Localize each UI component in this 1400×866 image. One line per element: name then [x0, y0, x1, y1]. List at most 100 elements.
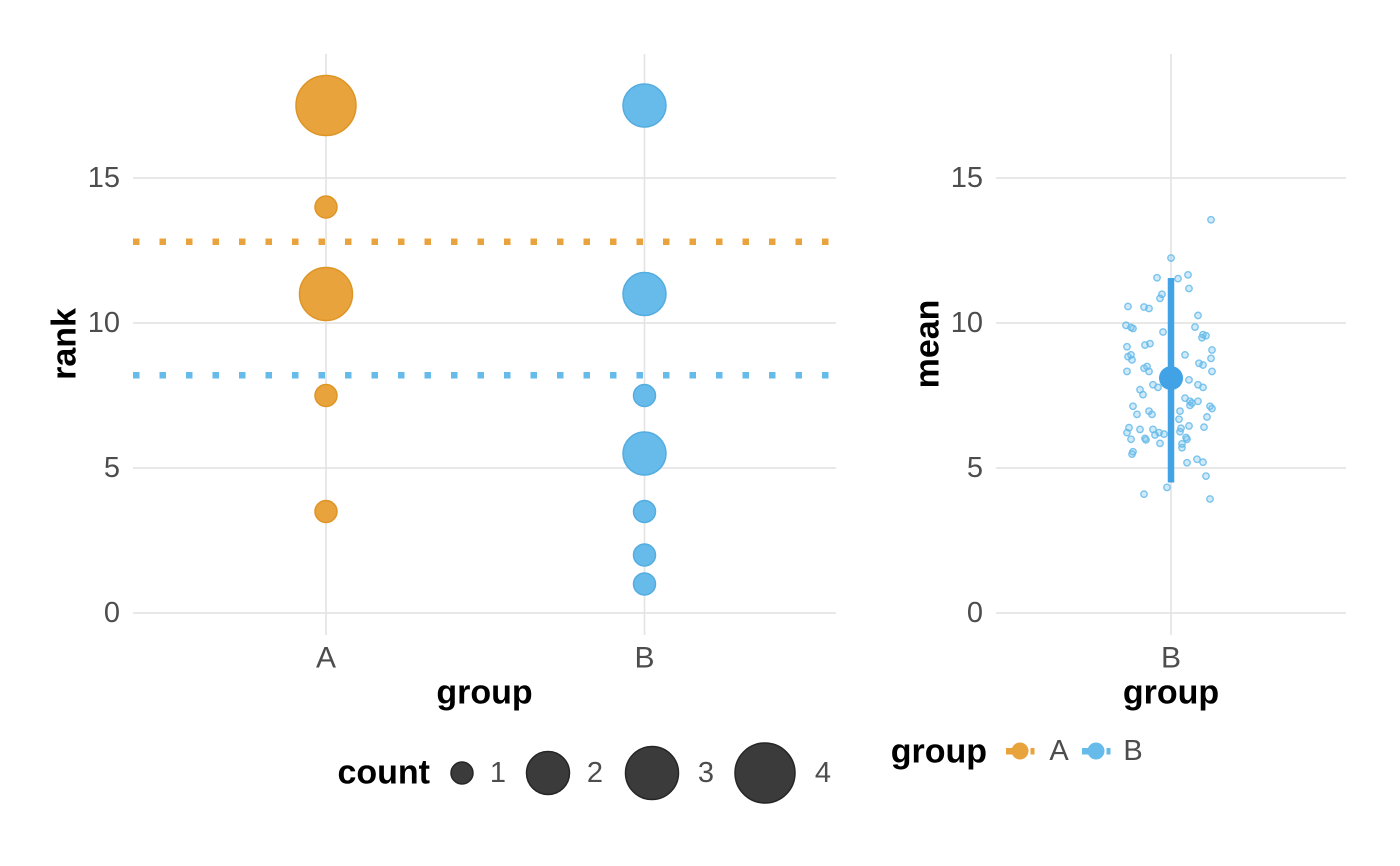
- jitter-point: [1123, 367, 1131, 376]
- mean-point: [1159, 366, 1183, 391]
- size-legend-key-2: [525, 750, 571, 796]
- jitter-point: [1156, 439, 1164, 448]
- y-tick-label-15: 15: [951, 162, 983, 194]
- jitter-point: [1181, 350, 1189, 359]
- jitter-point: [1174, 274, 1182, 283]
- bubble-B-rank-17.5: [622, 83, 667, 128]
- jitter-point: [1136, 425, 1144, 434]
- bubble-B-rank-2: [632, 543, 657, 567]
- size-legend-key-3: [624, 745, 680, 801]
- jitter-point: [1153, 273, 1161, 282]
- group-legend-dash-A: [1006, 748, 1013, 755]
- jitter-point: [1199, 383, 1207, 392]
- mean-plot-x-axis-title: group: [1122, 673, 1220, 712]
- jitter-point: [1198, 333, 1206, 342]
- jitter-point: [1194, 311, 1202, 320]
- x-tick-label-B: B: [634, 642, 654, 675]
- jitter-point: [1128, 450, 1136, 458]
- jitter-point: [1208, 367, 1216, 376]
- jitter-point: [1133, 410, 1141, 419]
- jitter-point: [1167, 254, 1175, 262]
- jitter-point: [1208, 404, 1216, 413]
- jitter-point: [1160, 430, 1168, 438]
- mean-plot-y-axis-title: mean: [908, 299, 947, 389]
- x-tick-label-B: B: [1161, 642, 1181, 675]
- jitter-point: [1193, 455, 1201, 464]
- y-tick-label-0: 0: [967, 597, 983, 629]
- jitter-point: [1207, 215, 1215, 224]
- jitter-point: [1151, 431, 1159, 439]
- jitter-point: [1200, 423, 1208, 432]
- group-legend-dash2-B: [1106, 748, 1111, 755]
- jitter-point: [1140, 490, 1148, 498]
- jitter-point: [1208, 346, 1216, 354]
- rank-plot-y-axis-title: rank: [45, 308, 84, 380]
- jitter-point: [1139, 390, 1147, 399]
- jitter-point: [1199, 361, 1207, 369]
- jitter-point: [1202, 472, 1210, 481]
- size-legend-label-3: 3: [698, 757, 714, 789]
- group-legend-point-B: [1087, 742, 1105, 760]
- jitter-point: [1145, 367, 1153, 376]
- size-legend-label-1: 1: [490, 757, 506, 789]
- x-tick-label-A: A: [316, 642, 336, 675]
- jitter-point: [1128, 355, 1136, 364]
- size-legend-key-4: [734, 742, 796, 804]
- jitter-point: [1163, 483, 1171, 492]
- bubble-B-rank-11: [622, 271, 667, 317]
- jitter-point: [1186, 401, 1194, 410]
- y-tick-label-0: 0: [104, 597, 120, 629]
- jitter-point: [1183, 458, 1191, 467]
- jitter-point: [1154, 383, 1162, 392]
- group-legend-label-A: A: [1049, 735, 1069, 767]
- group-legend-dash2-A: [1030, 748, 1035, 755]
- jitter-point: [1175, 415, 1183, 424]
- jitter-point: [1176, 407, 1184, 416]
- jitter-point: [1195, 359, 1203, 368]
- jitter-point: [1158, 290, 1166, 299]
- bubble-A-rank-3.5: [314, 499, 338, 524]
- jitter-point: [1123, 428, 1131, 437]
- group-legend-label-B: B: [1123, 735, 1142, 767]
- bubble-B-rank-5.5: [622, 431, 667, 476]
- jitter-point: [1123, 342, 1131, 351]
- jitter-point: [1185, 284, 1193, 293]
- jitter-point: [1141, 341, 1149, 349]
- jitter-point: [1129, 402, 1137, 411]
- jitter-point: [1156, 294, 1164, 303]
- jitter-point: [1159, 328, 1167, 336]
- group-legend-dash-B: [1082, 748, 1089, 755]
- bubble-A-rank-17.5: [295, 74, 357, 137]
- y-tick-label-5: 5: [104, 452, 120, 484]
- jitter-point: [1203, 413, 1211, 421]
- jitter-point: [1191, 323, 1199, 331]
- jitter-point: [1202, 331, 1210, 340]
- size-legend-label-4: 4: [815, 757, 831, 789]
- bubble-B-rank-3.5: [632, 499, 657, 524]
- bubble-A-rank-14: [314, 195, 338, 219]
- size-legend-label-2: 2: [587, 757, 603, 789]
- jitter-point: [1185, 422, 1193, 430]
- jitter-point: [1207, 354, 1215, 363]
- jitter-point: [1178, 443, 1186, 452]
- jitter-point: [1184, 270, 1192, 279]
- jitter-point: [1127, 435, 1135, 444]
- jitter-point: [1129, 324, 1137, 333]
- jitter-point: [1148, 410, 1156, 419]
- y-tick-label-10: 10: [88, 307, 120, 339]
- jitter-point: [1124, 302, 1132, 311]
- size-legend-title: count: [337, 753, 430, 792]
- y-tick-label-5: 5: [967, 452, 983, 484]
- size-legend-key-1: [450, 761, 474, 785]
- jitter-point: [1185, 375, 1193, 384]
- jitter-point: [1176, 427, 1184, 436]
- jitter-point: [1145, 304, 1153, 313]
- group-legend-title: group: [890, 732, 987, 771]
- bubble-B-rank-7.5: [632, 383, 657, 408]
- y-tick-label-15: 15: [88, 162, 120, 194]
- bubble-A-rank-11: [298, 266, 354, 322]
- group-legend-point-A: [1011, 742, 1029, 760]
- bubble-A-rank-7.5: [314, 383, 338, 408]
